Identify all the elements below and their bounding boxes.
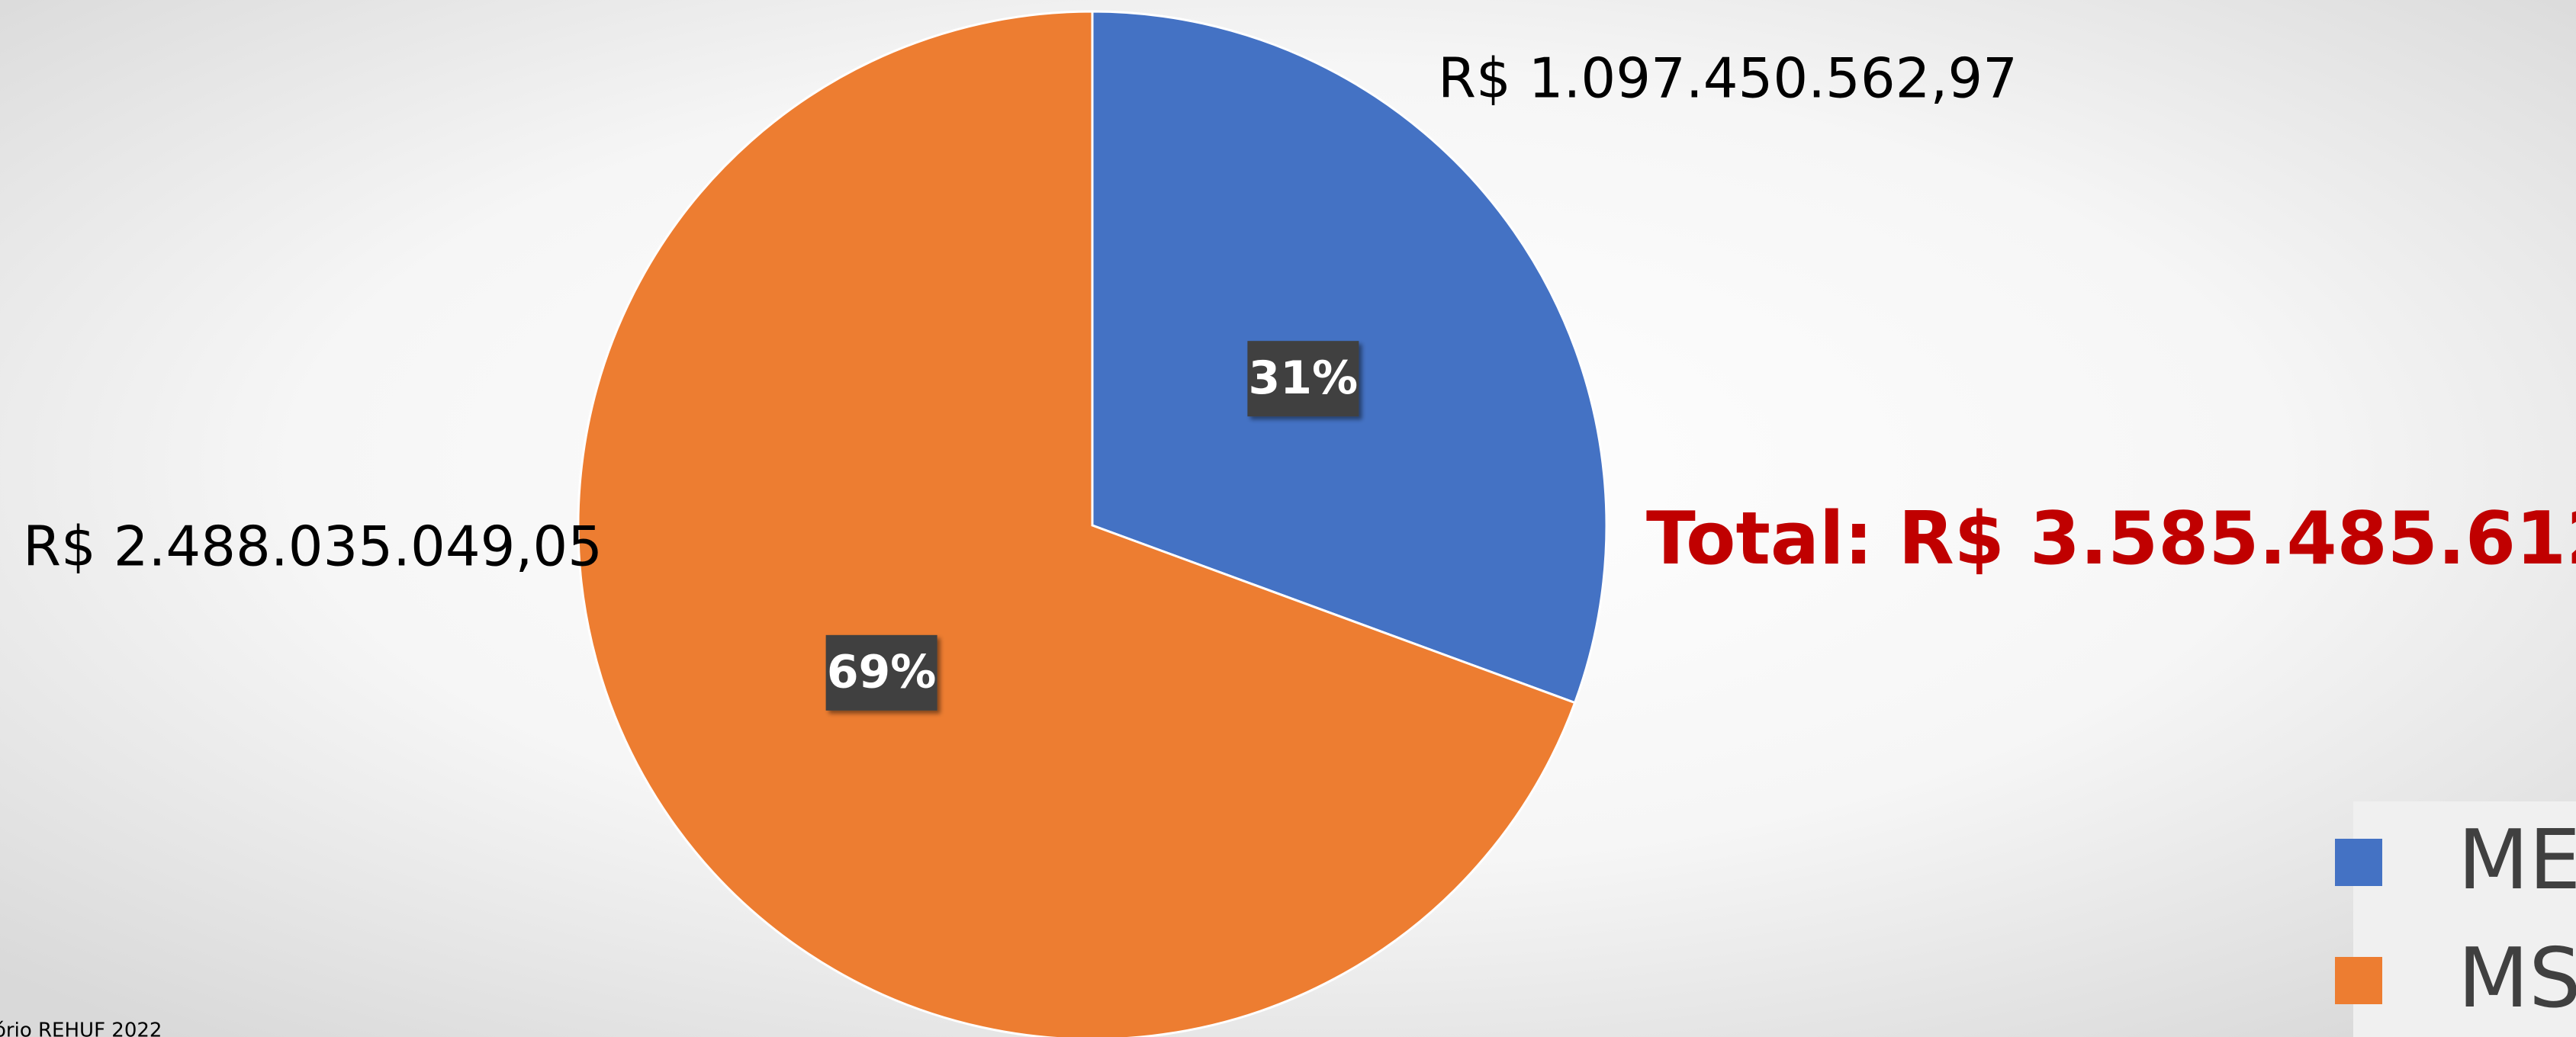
pie-slice xyxy=(577,10,1577,1037)
legend-label: ME xyxy=(2458,813,2576,908)
legend-box xyxy=(2353,801,2576,1037)
source-note: ório REHUF 2022 xyxy=(0,1019,162,1037)
legend-swatch xyxy=(2335,957,2382,1004)
percentage-label-box xyxy=(1247,341,1359,417)
legend-label: MS xyxy=(2458,931,2576,1026)
total-annotation: Total: R$ 3.585.485.612,02 xyxy=(1646,497,2576,581)
legend-swatch xyxy=(2335,839,2382,886)
percentage-label: 31% xyxy=(1249,352,1359,405)
value-label: R$ 2.488.035.049,05 xyxy=(23,515,603,579)
percentage-label-box xyxy=(825,634,937,711)
value-label: R$ 1.097.450.562,97 xyxy=(1438,47,2018,111)
percentage-label: 69% xyxy=(827,645,937,698)
